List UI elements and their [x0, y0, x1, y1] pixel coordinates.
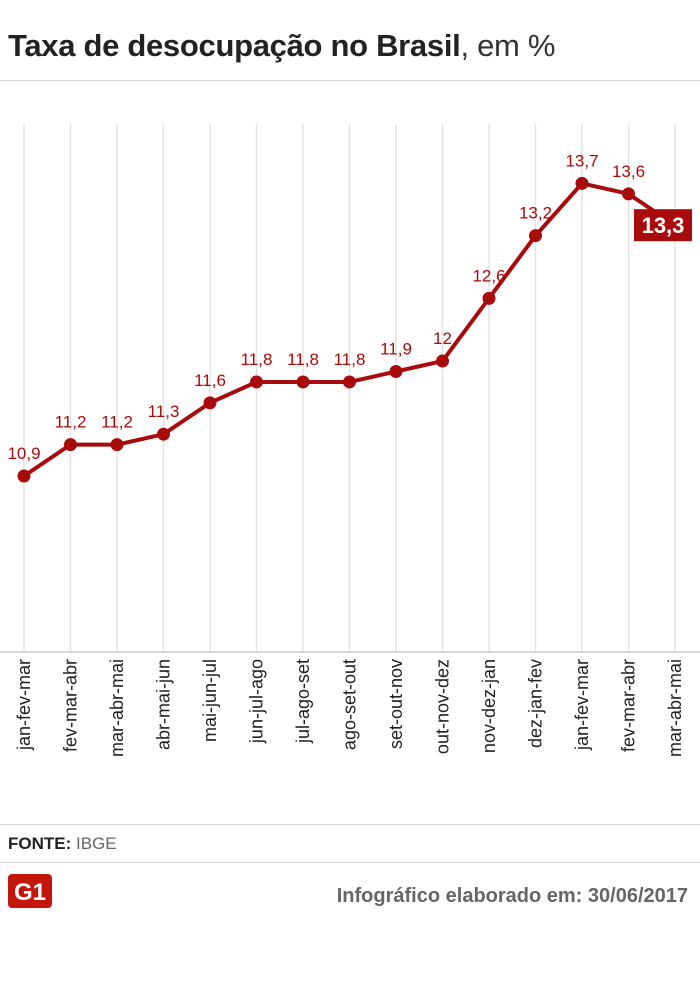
chart-bottom-divider [0, 824, 700, 825]
data-point [110, 438, 124, 452]
data-label: 13,7 [565, 151, 598, 170]
data-label: 12,6 [472, 266, 505, 285]
data-label: 10,9 [7, 444, 40, 463]
g1-logo: G1 [8, 874, 52, 908]
data-label: 11,3 [148, 402, 180, 421]
data-label: 13,2 [519, 204, 552, 223]
data-point [343, 375, 356, 389]
data-point [296, 375, 310, 389]
x-tick-label: fev-mar-abr [619, 659, 639, 752]
data-point [250, 375, 263, 389]
source-note: FONTE: IBGE [8, 834, 117, 854]
title-divider [0, 80, 700, 81]
data-label: 11,8 [241, 350, 273, 369]
source-label: FONTE: [8, 834, 72, 853]
data-point [203, 396, 217, 410]
x-tick-label: mar-abr-mai [107, 659, 127, 757]
data-point [436, 354, 449, 368]
x-tick-label: jul-ago-set [293, 659, 313, 744]
data-point [157, 427, 170, 441]
source-value: IBGE [76, 834, 117, 853]
x-tick-label: fev-mar-abr [61, 659, 81, 752]
data-point [389, 365, 403, 378]
highlight-value-label: 13,3 [642, 213, 685, 238]
x-tick-label: jun-jul-ago [247, 659, 267, 744]
data-label: 11,6 [194, 371, 226, 390]
x-tick-label: out-nov-dez [433, 659, 453, 754]
data-label: 11,2 [55, 413, 87, 432]
data-label: 11,2 [101, 413, 133, 432]
x-tick-label: set-out-nov [386, 659, 406, 749]
chart-title-main: Taxa de desocupação no Brasil [8, 28, 461, 63]
data-label: 11,8 [334, 350, 366, 369]
x-tick-label: nov-dez-jan [479, 659, 499, 753]
chart-title-unit: , em % [460, 28, 556, 63]
footer-divider [0, 862, 700, 863]
x-tick-label: dez-jan-fev [526, 659, 546, 748]
data-label-layer: 10,9 11,2 11,2 11,3 11,6 11,8 11,8 11,8 11,9 12 12… [7, 151, 692, 463]
x-tick-label: jan-fev-mar [572, 659, 592, 751]
x-tick-label: mai-jun-jul [200, 659, 220, 742]
data-point-layer [17, 176, 635, 483]
chart-title: Taxa de desocupação no Brasil, em % [8, 26, 555, 66]
data-label: 12 [433, 329, 452, 348]
x-tick-label-layer: jan-fev-mar fev-mar-abr mar-abr-mai abr-mai… [14, 659, 685, 757]
data-label: 11,8 [287, 350, 319, 369]
credit-note: Infográfico elaborado em: 30/06/2017 [336, 885, 688, 907]
x-tick-label: jan-fev-mar [14, 659, 34, 751]
x-tick-label: mar-abr-mai [665, 659, 685, 757]
x-tick-label: ago-set-out [340, 659, 360, 750]
highlight-badge [634, 209, 692, 242]
data-label: 13,6 [612, 162, 645, 181]
data-point [575, 176, 589, 190]
line-chart: 10,9 11,2 11,2 11,3 11,6 11,8 11,8 11,8 11,9 12 12… [0, 124, 700, 757]
data-point [529, 229, 542, 243]
g1-logo-text: G1 [14, 879, 46, 906]
data-point [622, 187, 635, 201]
data-point [64, 438, 77, 452]
x-tick-label: abr-mai-jun [154, 659, 174, 750]
data-point [17, 469, 31, 483]
data-label: 11,9 [380, 340, 412, 359]
data-point [482, 291, 496, 305]
